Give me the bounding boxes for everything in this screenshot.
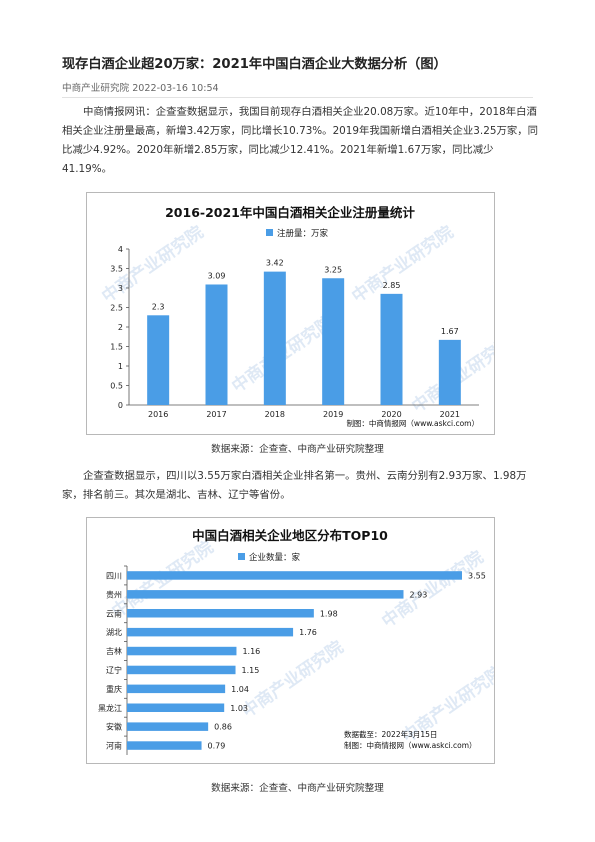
category-label: 河南 xyxy=(106,741,122,751)
legend-label: 注册量：万家 xyxy=(277,228,329,239)
category-label: 安徽 xyxy=(106,722,122,732)
category-label: 重庆 xyxy=(106,684,122,694)
title-divider xyxy=(62,97,533,98)
legend-swatch xyxy=(238,553,245,560)
legend-label: 企业数量：家 xyxy=(249,552,301,563)
bar xyxy=(127,646,237,656)
bar xyxy=(205,284,228,405)
bars: 3.55 2.93 1.98 1.76 1.16 1.15 1.04 1.03 0.86 0.79 xyxy=(127,571,486,751)
y-tick-label: 3.5 xyxy=(110,265,123,274)
bar xyxy=(127,590,404,599)
bar xyxy=(127,665,236,675)
bar-value-label: 0.79 xyxy=(208,742,226,751)
bar-value-label: 2.85 xyxy=(383,281,401,290)
bar xyxy=(263,271,286,405)
source-note: 制图：中商情报网（www.askci.com） xyxy=(344,740,477,750)
bar-value-label: 1.76 xyxy=(299,628,317,637)
paragraph-1: 中商情报网讯：企查查数据显示，我国目前现存白酒相关企业20.08万家。近10年中… xyxy=(62,106,539,175)
x-tick-label: 2018 xyxy=(265,410,285,419)
bar xyxy=(438,339,461,405)
y-tick-label: 2.5 xyxy=(110,304,123,313)
y-tick-label: 1.5 xyxy=(110,343,123,352)
bar-value-label: 2.93 xyxy=(409,590,427,599)
chart-title: 2016-2021年中国白酒相关企业注册量统计 xyxy=(165,205,415,220)
paragraph-2: 企查查数据显示，四川以3.55万家白酒相关企业排名第一。贵州、云南分别有2.93… xyxy=(62,470,527,501)
category-label: 吉林 xyxy=(106,646,122,656)
bar-value-label: 3.25 xyxy=(324,265,342,274)
bar-value-label: 3.55 xyxy=(468,571,486,580)
axes: 0 0.5 1 1.5 2 2.5 3 3.5 4 xyxy=(110,245,479,410)
source-note: 制图：中商情报网（www.askci.com） xyxy=(346,418,479,428)
x-tick-label: 2017 xyxy=(206,410,226,419)
bar xyxy=(127,741,202,750)
x-tick-label: 2019 xyxy=(323,410,343,419)
watermark-text: 中商产业研究院 xyxy=(378,547,488,632)
bar-value-label: 0.86 xyxy=(214,723,232,732)
y-tick-label: 0 xyxy=(118,401,123,410)
x-tick-label: 2016 xyxy=(148,410,168,419)
date-note: 数据截至：2022年3月15日 xyxy=(344,729,437,739)
category-label: 黑龙江 xyxy=(98,703,122,713)
bar-value-label: 1.16 xyxy=(242,647,260,656)
y-tick-label: 4 xyxy=(118,245,123,254)
bar-value-label: 1.03 xyxy=(230,704,248,713)
bar-value-label: 1.04 xyxy=(231,685,249,694)
y-tick-label: 1 xyxy=(118,362,123,371)
bar xyxy=(380,293,403,405)
chart-title: 中国白酒相关企业地区分布TOP10 xyxy=(192,528,388,543)
bar xyxy=(322,278,345,405)
bar-value-label: 2.3 xyxy=(152,302,165,311)
article-meta: 中商产业研究院 2022-03-16 10:54 xyxy=(62,83,219,94)
bar-value-label: 3.42 xyxy=(266,259,284,268)
category-label: 四川 xyxy=(106,571,122,580)
y-tick-label: 3 xyxy=(118,284,123,293)
bar-value-label: 1.67 xyxy=(441,327,459,336)
y-tick-label: 0.5 xyxy=(110,382,123,391)
bar-value-label: 1.98 xyxy=(320,609,338,618)
category-label: 云南 xyxy=(106,608,122,618)
bar xyxy=(127,627,294,637)
bar xyxy=(127,609,314,618)
article-title: 现存白酒企业超20万家：2021年中国白酒企业大数据分析（图） xyxy=(62,57,447,72)
watermark-text: 中商产业研究院 xyxy=(348,222,458,307)
bar xyxy=(127,571,462,580)
caption-2: 数据来源：企查查、中商产业研究院整理 xyxy=(211,783,384,794)
category-label: 辽宁 xyxy=(106,665,122,675)
chart-regions-frame: 中商产业研究院 中商产业研究院 中商产业研究院 中商产业研究院 中国白酒相关企业地区分… xyxy=(86,517,495,764)
bar xyxy=(147,315,170,405)
bar xyxy=(127,684,226,694)
y-tick-label: 2 xyxy=(118,323,123,332)
x-tick-label: 2020 xyxy=(381,410,401,419)
bar-value-label: 1.15 xyxy=(242,666,260,675)
x-tick-label: 2021 xyxy=(440,410,460,419)
legend-swatch xyxy=(266,229,273,236)
bar-value-label: 3.09 xyxy=(208,271,226,280)
category-label: 湖北 xyxy=(106,628,122,637)
category-label: 贵州 xyxy=(106,589,122,599)
bar xyxy=(127,703,225,712)
bar xyxy=(127,722,209,731)
bars: 2.3 2016 3.09 2017 3.42 2018 3.25 2019 2.85 2020 1… xyxy=(147,259,461,419)
caption-1: 数据来源：企查查、中商产业研究院整理 xyxy=(211,444,384,455)
